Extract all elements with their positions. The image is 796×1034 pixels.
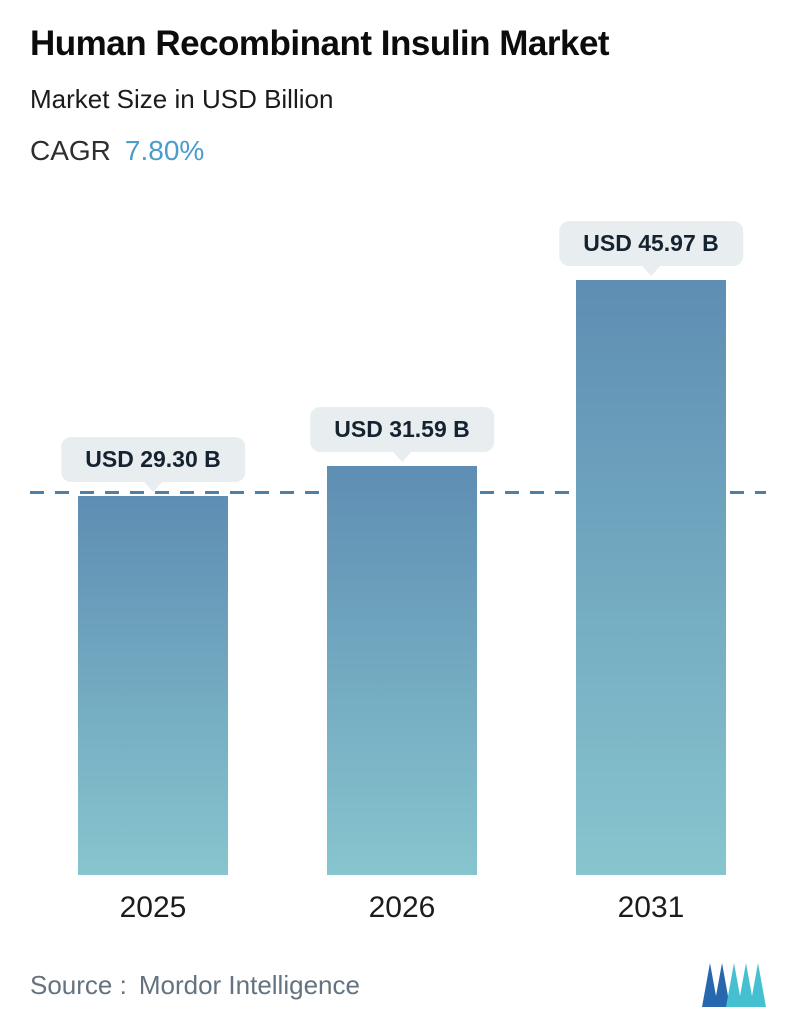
value-label-2031: USD 45.97 B bbox=[559, 221, 743, 276]
mordor-intelligence-logo bbox=[702, 963, 766, 1007]
value-label-bubble-2026: USD 31.59 B bbox=[310, 407, 494, 462]
bar-chart: USD 29.30 B USD 31.59 B USD 45.97 B bbox=[30, 213, 766, 875]
value-label-2025: USD 29.30 B bbox=[61, 437, 245, 492]
bar-2025 bbox=[78, 496, 228, 875]
value-label-2026: USD 31.59 B bbox=[310, 407, 494, 462]
cagr-value: 7.80% bbox=[124, 135, 205, 166]
bar-group-2025: USD 29.30 B bbox=[61, 213, 245, 875]
page-title: Human Recombinant Insulin Market bbox=[30, 24, 610, 63]
x-tick-2025: 2025 bbox=[119, 891, 187, 924]
bar-group-2026: USD 31.59 B bbox=[310, 213, 494, 875]
value-label-bubble-2031: USD 45.97 B bbox=[559, 221, 743, 276]
bar-group-2031: USD 45.97 B bbox=[559, 213, 743, 875]
bar-2026 bbox=[327, 466, 477, 875]
source-text: Source : Mordor Intelligence bbox=[30, 970, 360, 1001]
x-axis: 2025 2026 2031 bbox=[30, 875, 766, 937]
cagr-label: CAGR bbox=[30, 135, 111, 166]
chart-footer: Source : Mordor Intelligence bbox=[30, 963, 766, 1007]
source-value: Mordor Intelligence bbox=[138, 969, 360, 1000]
source-label: Source : bbox=[30, 969, 127, 1000]
bar-2031 bbox=[576, 280, 726, 875]
cagr-row: CAGR 7.80% bbox=[30, 135, 766, 167]
value-label-bubble-2025: USD 29.30 B bbox=[61, 437, 245, 492]
chart-header: Human Recombinant Insulin Market Market … bbox=[0, 0, 796, 167]
chart-subtitle: Market Size in USD Billion bbox=[30, 84, 334, 114]
x-tick-2031: 2031 bbox=[617, 891, 685, 924]
x-tick-2026: 2026 bbox=[368, 891, 436, 924]
